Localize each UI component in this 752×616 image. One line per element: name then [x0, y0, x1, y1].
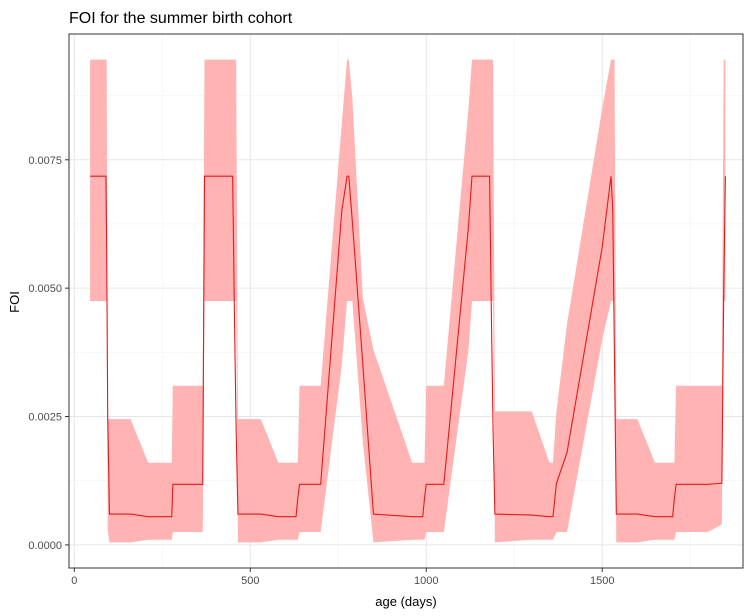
x-tick-label: 0 — [71, 575, 77, 587]
x-tick-label: 1500 — [590, 575, 614, 587]
plot-area: 0 500 1000 1500 0.0000 0.0025 0.0050 0.0075 — [28, 33, 744, 587]
confidence-ribbon — [90, 59, 726, 543]
panel-border — [68, 33, 744, 569]
x-axis-title: age (days) — [375, 594, 436, 609]
y-tick-label: 0.0050 — [28, 283, 62, 295]
y-tick-label: 0.0075 — [28, 155, 62, 167]
x-tick-label: 500 — [241, 575, 259, 587]
y-tick-label: 0.0000 — [28, 540, 62, 552]
x-tick-label: 1000 — [414, 575, 438, 587]
chart-title: FOI for the summer birth cohort — [69, 10, 293, 27]
foi-line — [90, 175, 726, 518]
y-axis-title: FOI — [7, 291, 22, 313]
y-tick-label: 0.0025 — [28, 412, 62, 424]
